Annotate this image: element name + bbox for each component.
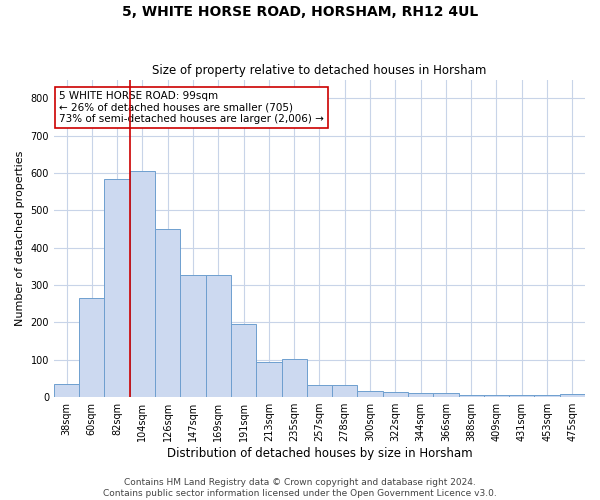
X-axis label: Distribution of detached houses by size in Horsham: Distribution of detached houses by size … [167, 447, 472, 460]
Bar [358, 392, 383, 397]
Title: Size of property relative to detached houses in Horsham: Size of property relative to detached ho… [152, 64, 487, 77]
Bar [256, 362, 281, 397]
Y-axis label: Number of detached properties: Number of detached properties [15, 150, 25, 326]
Bar [332, 385, 358, 397]
Text: Contains HM Land Registry data © Crown copyright and database right 2024.
Contai: Contains HM Land Registry data © Crown c… [103, 478, 497, 498]
Bar [281, 359, 307, 397]
Bar [509, 395, 535, 397]
Bar [408, 393, 433, 397]
Bar [54, 384, 79, 397]
Bar [104, 178, 130, 397]
Bar [79, 298, 104, 397]
Text: 5 WHITE HORSE ROAD: 99sqm
← 26% of detached houses are smaller (705)
73% of semi: 5 WHITE HORSE ROAD: 99sqm ← 26% of detac… [59, 90, 324, 124]
Text: 5, WHITE HORSE ROAD, HORSHAM, RH12 4UL: 5, WHITE HORSE ROAD, HORSHAM, RH12 4UL [122, 5, 478, 19]
Bar [433, 393, 458, 397]
Bar [535, 395, 560, 397]
Bar [130, 171, 155, 397]
Bar [383, 392, 408, 397]
Bar [181, 274, 206, 397]
Bar [231, 324, 256, 397]
Bar [484, 395, 509, 397]
Bar [155, 229, 181, 397]
Bar [458, 395, 484, 397]
Bar [307, 385, 332, 397]
Bar [560, 394, 585, 397]
Bar [206, 274, 231, 397]
